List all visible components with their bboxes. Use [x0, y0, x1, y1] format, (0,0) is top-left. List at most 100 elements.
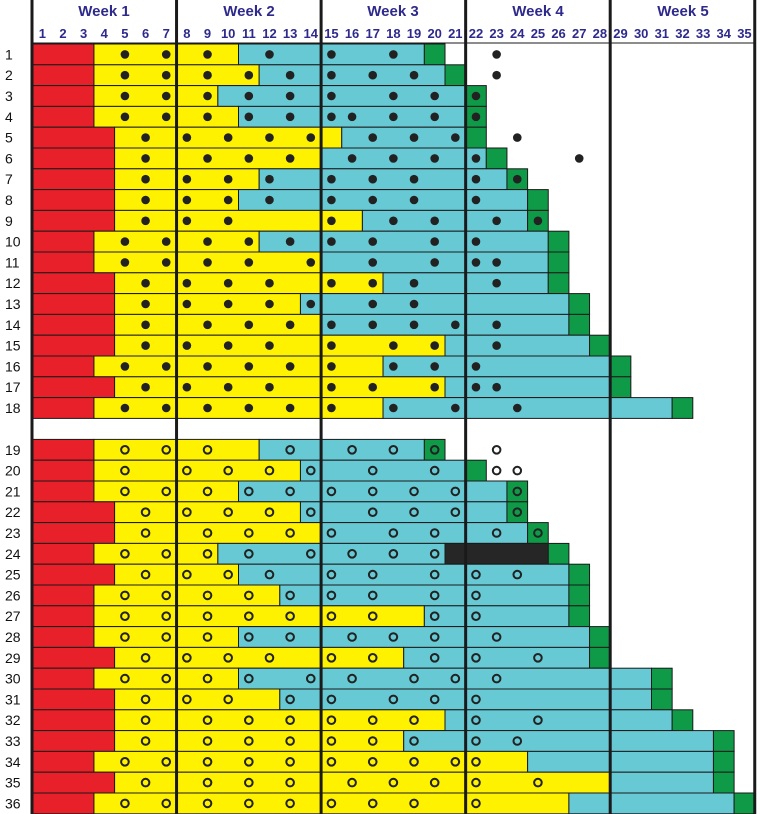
dose-marker — [409, 715, 419, 726]
dose-marker — [244, 70, 254, 80]
dose-marker — [574, 154, 584, 163]
cyan-bar — [609, 771, 714, 794]
dose-marker — [368, 70, 378, 80]
dose-marker — [223, 195, 233, 205]
dose-marker — [161, 632, 172, 642]
dose-marker — [244, 237, 254, 246]
dose-marker — [140, 736, 151, 746]
dose-marker — [223, 382, 233, 392]
dose-marker — [429, 694, 440, 705]
dose-marker — [512, 507, 523, 518]
grid-layer — [30, 0, 757, 814]
dose-marker — [202, 590, 213, 601]
red-bar — [31, 168, 116, 191]
dose-marker — [141, 133, 150, 142]
green-bar — [465, 126, 487, 149]
day-label: 21 — [448, 26, 462, 41]
dose-marker — [244, 486, 254, 497]
red-bar — [31, 209, 116, 232]
row-label: 17 — [5, 379, 21, 395]
red-bar — [31, 189, 116, 211]
dose-marker — [285, 320, 295, 330]
dose-marker — [429, 632, 440, 642]
dose-marker — [491, 632, 502, 642]
dose-marker — [451, 403, 460, 413]
row-label: 5 — [5, 130, 13, 146]
dose-marker — [409, 507, 419, 518]
dose-marker — [326, 569, 337, 580]
dose-marker — [471, 777, 481, 788]
red-bar — [31, 646, 116, 669]
dose-marker — [533, 715, 543, 726]
dose-marker — [141, 154, 150, 163]
dose-marker — [161, 70, 171, 80]
row-label: 12 — [5, 275, 21, 291]
dose-marker — [492, 70, 501, 80]
dose-marker — [285, 528, 295, 538]
dose-marker — [471, 112, 481, 122]
green-bar — [671, 709, 694, 732]
dose-marker — [327, 278, 336, 288]
dose-marker — [430, 112, 439, 122]
dose-marker — [265, 174, 274, 184]
dose-marker — [305, 673, 316, 684]
dose-marker — [327, 382, 336, 392]
green-bar — [712, 771, 735, 794]
dose-marker — [161, 237, 171, 246]
day-label: 17 — [365, 26, 379, 41]
red-bar — [31, 376, 116, 399]
dose-marker — [429, 549, 440, 559]
dose-marker — [327, 362, 336, 371]
dose-marker — [161, 549, 172, 559]
row-label: 32 — [5, 712, 21, 728]
green-bar — [651, 688, 673, 711]
dose-marker — [203, 154, 212, 163]
black-bar — [444, 542, 549, 565]
dose-marker — [140, 694, 151, 705]
row-label: 30 — [5, 671, 21, 687]
dose-marker — [347, 112, 357, 122]
dose-marker — [430, 237, 439, 246]
dose-marker — [347, 673, 357, 684]
green-bar — [589, 626, 611, 648]
dose-marker — [492, 50, 501, 59]
yellow-bar — [93, 750, 529, 773]
dose-marker — [285, 154, 295, 163]
dose-marker — [265, 278, 274, 288]
dose-marker — [203, 403, 212, 413]
dose-marker — [120, 403, 130, 413]
dose-marker — [264, 653, 275, 663]
dose-marker — [471, 258, 481, 267]
dose-marker — [285, 715, 295, 726]
dose-marker — [182, 653, 192, 663]
yellow-bar — [114, 209, 363, 232]
dose-marker — [182, 174, 192, 184]
yellow-bar — [114, 522, 322, 544]
dose-marker — [409, 320, 419, 330]
dose-marker — [244, 154, 254, 163]
dose-marker — [244, 112, 254, 122]
dose-marker — [429, 445, 440, 455]
yellow-bar — [114, 771, 611, 794]
yellow-bar — [114, 646, 405, 669]
dose-marker — [367, 611, 378, 622]
cyan-bar — [258, 230, 549, 253]
cyan-bar — [341, 126, 467, 149]
green-bar — [506, 501, 529, 524]
dose-marker — [202, 736, 213, 746]
row-label: 20 — [5, 463, 21, 479]
dose-marker — [389, 154, 398, 163]
row-label: 27 — [5, 608, 21, 624]
dose-marker — [182, 382, 192, 392]
dose-marker — [368, 299, 378, 309]
red-bar — [31, 730, 116, 752]
dose-marker — [223, 465, 233, 476]
day-label: 20 — [427, 26, 441, 41]
dose-marker — [203, 50, 212, 59]
day-label: 9 — [204, 26, 211, 41]
week-label-4: Week 4 — [512, 3, 564, 20]
dose-marker — [285, 736, 295, 746]
green-bar — [609, 355, 632, 378]
dose-marker — [367, 715, 378, 726]
dose-marker — [327, 112, 336, 122]
